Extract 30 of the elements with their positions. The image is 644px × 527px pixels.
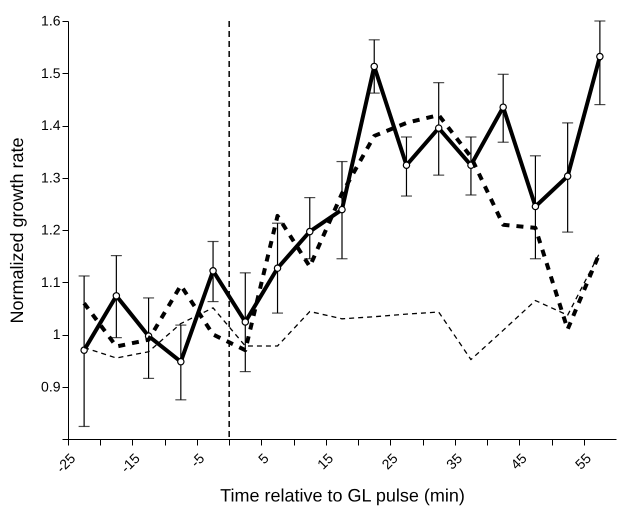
point	[338, 206, 346, 214]
point	[532, 202, 540, 210]
point	[596, 52, 604, 60]
point	[564, 172, 572, 180]
x-tick-label: -15	[117, 450, 144, 476]
point	[274, 264, 282, 272]
point	[499, 103, 507, 111]
x-axis-title: Time relative to GL pulse (min)	[220, 486, 465, 506]
y-tick-label: 1.1	[41, 274, 61, 290]
x-tick-label: 45	[507, 450, 530, 472]
x-tick-label: 55	[572, 450, 594, 472]
x-tick-label: -25	[52, 450, 79, 476]
point	[370, 62, 378, 70]
y-tick-label: 1	[52, 326, 61, 342]
y-tick-label: 0.9	[41, 378, 61, 394]
point	[306, 228, 314, 236]
point	[177, 358, 185, 366]
x-tick-label: 25	[378, 450, 401, 472]
y-tick-label: 1.5	[41, 64, 61, 81]
y-axis-title: Normalized growth rate	[7, 137, 28, 324]
y-tick-label: 1.6	[41, 12, 61, 28]
x-tick-label: 15	[314, 450, 336, 472]
x-tick-label: -5	[187, 450, 208, 470]
point	[242, 318, 250, 326]
y-tick-label: 1.3	[41, 169, 61, 186]
point	[434, 124, 442, 132]
x-tick-label: 35	[442, 450, 466, 472]
y-tick-label: 1.2	[41, 222, 61, 238]
x-tick-label: 5	[254, 450, 272, 467]
y-tick-label: 1.4	[41, 117, 61, 133]
